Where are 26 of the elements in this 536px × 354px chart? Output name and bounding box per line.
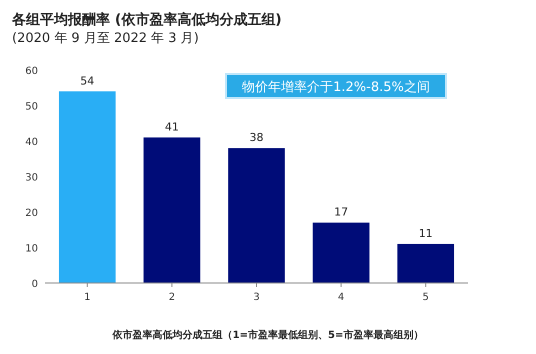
data-label: 11 bbox=[418, 226, 433, 240]
bar bbox=[144, 137, 200, 283]
bar bbox=[228, 148, 285, 283]
bar bbox=[58, 91, 116, 283]
x-tick-label: 4 bbox=[338, 292, 344, 303]
data-label: 17 bbox=[334, 206, 348, 219]
bar bbox=[397, 244, 454, 283]
y-tick-label: 60 bbox=[25, 66, 38, 77]
data-label: 54 bbox=[80, 74, 94, 88]
y-tick-label: 30 bbox=[25, 172, 38, 184]
y-tick-label: 20 bbox=[25, 208, 38, 219]
x-tick-label: 2 bbox=[168, 292, 176, 303]
y-tick-label: 50 bbox=[25, 102, 38, 112]
data-label: 38 bbox=[250, 131, 264, 144]
y-tick-label: 10 bbox=[25, 244, 38, 254]
chart-subtitle: (2020 年 9 月至 2022 年 3 月) bbox=[12, 31, 199, 46]
x-tick-label: 1 bbox=[84, 292, 90, 303]
y-tick-label: 0 bbox=[32, 279, 38, 290]
chart-title: 各组平均报酬率 (依市盈率高低均分成五组) bbox=[11, 11, 282, 28]
x-axis-title: 依市盈率高低均分成五组（1=市盈率最低组别、5=市盈率最高组别） bbox=[112, 329, 424, 341]
bar bbox=[312, 222, 370, 283]
y-tick-label: 40 bbox=[25, 137, 38, 148]
x-tick-label: 5 bbox=[422, 292, 429, 303]
annotation: 物价年增率介于1.2%-8.5%之间 bbox=[242, 79, 430, 95]
data-label: 41 bbox=[164, 120, 179, 134]
x-tick-label: 3 bbox=[253, 292, 260, 303]
